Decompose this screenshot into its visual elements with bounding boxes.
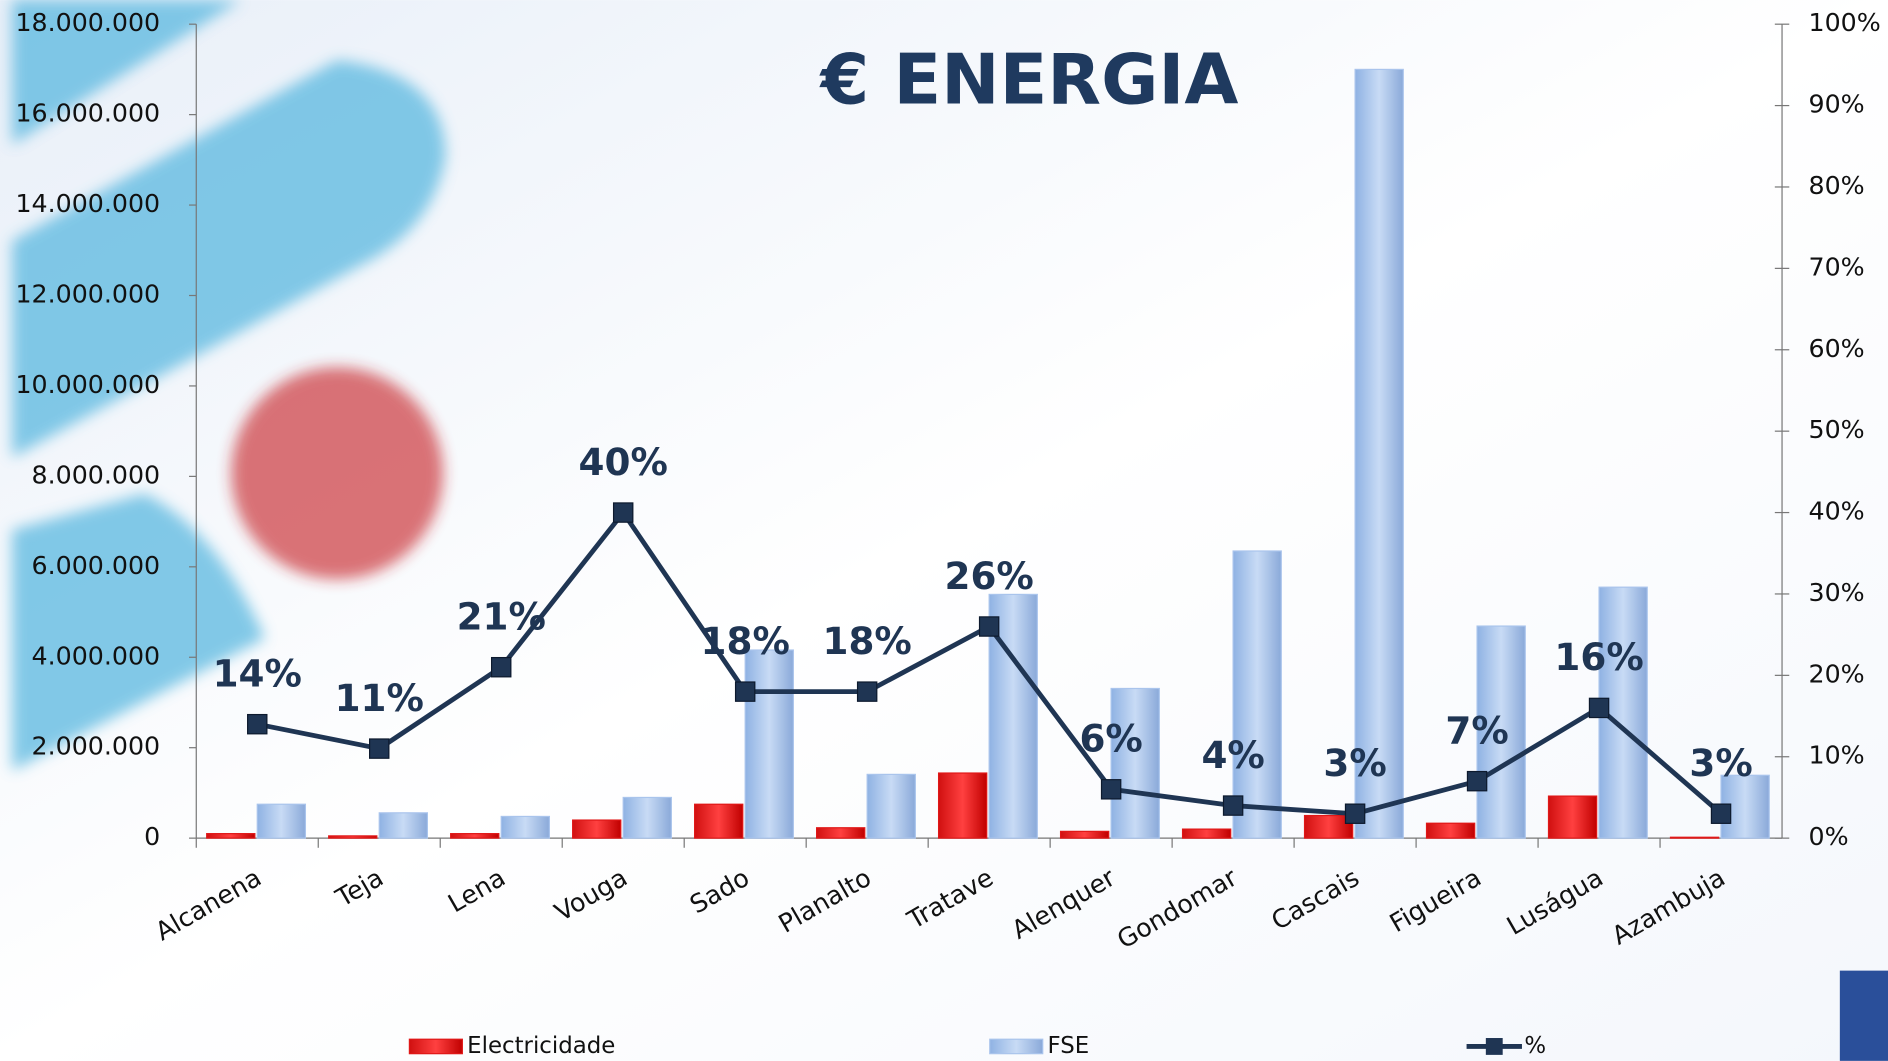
bar xyxy=(257,804,305,838)
y2-tick-label: 40% xyxy=(1809,497,1865,526)
bar xyxy=(623,797,671,838)
data-label: 18% xyxy=(823,619,912,663)
data-label: 14% xyxy=(213,652,302,696)
bar xyxy=(1183,829,1231,838)
bar xyxy=(501,816,549,838)
bar xyxy=(573,820,621,838)
data-label: 21% xyxy=(457,595,546,639)
bar xyxy=(695,804,743,838)
y2-tick-label: 50% xyxy=(1809,415,1865,444)
y-tick-label: 10.000.000 xyxy=(15,370,160,399)
y-tick-label: 14.000.000 xyxy=(15,189,160,218)
y2-tick-label: 90% xyxy=(1809,90,1865,119)
marker xyxy=(614,503,633,522)
marker xyxy=(858,682,877,701)
legend-label: FSE xyxy=(1048,1033,1090,1059)
bar xyxy=(1111,688,1159,838)
marker xyxy=(736,682,755,701)
y2-tick-label: 80% xyxy=(1809,171,1865,200)
y2-tick-label: 30% xyxy=(1809,578,1865,607)
marker xyxy=(1223,796,1242,815)
marker xyxy=(1102,780,1121,799)
marker xyxy=(370,739,389,758)
data-label: 7% xyxy=(1445,709,1508,753)
y2-tick-label: 20% xyxy=(1809,659,1865,688)
y-tick-label: 4.000.000 xyxy=(32,641,161,670)
marker xyxy=(1711,804,1730,823)
marker xyxy=(1345,804,1364,823)
logo xyxy=(1840,971,1888,1061)
bar xyxy=(207,834,255,839)
data-label: 3% xyxy=(1689,741,1752,785)
chart: € ENERGIA 0 2.000.000 4.000.000 6.000.000 8.… xyxy=(0,0,1888,1061)
bar xyxy=(1427,823,1475,838)
data-label: 6% xyxy=(1079,717,1142,761)
bar xyxy=(1670,837,1718,838)
bar xyxy=(379,813,427,838)
bar xyxy=(1061,831,1109,838)
data-label: 40% xyxy=(579,440,668,484)
legend-swatch xyxy=(409,1039,462,1053)
marker xyxy=(492,658,511,677)
marker xyxy=(248,715,267,734)
bar xyxy=(451,834,499,839)
bar xyxy=(1355,69,1403,838)
data-label: 3% xyxy=(1323,741,1386,785)
marker xyxy=(1589,698,1608,717)
legend-swatch xyxy=(990,1039,1043,1053)
legend-label: Electricidade xyxy=(467,1033,615,1059)
data-label: 26% xyxy=(944,554,1033,598)
chart-title: € ENERGIA xyxy=(819,39,1239,120)
bar xyxy=(1233,551,1281,838)
y2-tick-label: 100% xyxy=(1809,8,1881,37)
marker xyxy=(980,617,999,636)
y-tick-label: 16.000.000 xyxy=(15,99,160,128)
bar xyxy=(745,650,793,838)
y-tick-label: 0 xyxy=(144,822,160,851)
legend-swatch xyxy=(1486,1038,1503,1055)
y2-tick-label: 10% xyxy=(1809,741,1865,770)
bar xyxy=(939,773,987,838)
bar xyxy=(1548,796,1596,838)
y-tick-label: 6.000.000 xyxy=(32,551,161,580)
data-label: 16% xyxy=(1554,635,1643,679)
bar xyxy=(817,828,865,838)
y2-tick-label: 70% xyxy=(1809,252,1865,281)
data-label: 11% xyxy=(335,676,424,720)
y-tick-label: 8.000.000 xyxy=(32,460,161,489)
bar xyxy=(329,836,377,838)
marker xyxy=(1467,772,1486,791)
data-label: 4% xyxy=(1201,733,1264,777)
legend-label: % xyxy=(1524,1033,1546,1059)
y-tick-label: 18.000.000 xyxy=(15,8,160,37)
bar xyxy=(867,774,915,838)
y-tick-label: 2.000.000 xyxy=(32,732,161,761)
y-tick-label: 12.000.000 xyxy=(15,280,160,309)
y2-tick-label: 60% xyxy=(1809,334,1865,363)
data-label: 18% xyxy=(701,619,790,663)
y2-tick-label: 0% xyxy=(1809,822,1849,851)
